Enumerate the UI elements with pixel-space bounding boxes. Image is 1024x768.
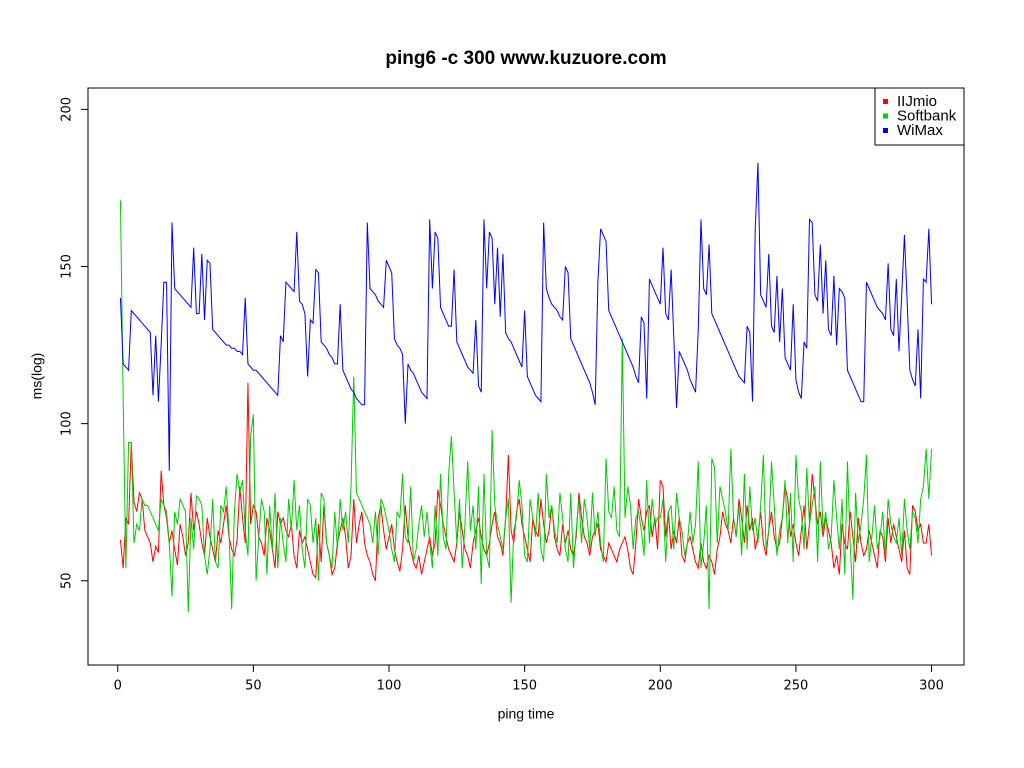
legend-label: WiMax (897, 122, 943, 139)
x-tick-label: 50 (245, 679, 262, 694)
x-tick-label: 250 (784, 679, 809, 694)
series-line (119, 162, 933, 471)
y-tick-label: 150 (60, 254, 75, 279)
x-tick-label: 150 (512, 679, 537, 694)
series-line (119, 200, 933, 613)
chart-title: ping6 -c 300 www.kuzuore.com (385, 48, 666, 69)
legend-box (874, 87, 965, 146)
y-tick-label: 50 (60, 573, 75, 590)
y-tick-label: 100 (60, 411, 75, 436)
legend-marker (883, 128, 888, 133)
y-axis-label: ms(log) (29, 353, 45, 400)
legend-label: Softbank (897, 107, 957, 124)
x-tick-label: 300 (919, 679, 944, 694)
legend-label: IIJmio (897, 93, 937, 110)
x-tick-label: 100 (377, 679, 402, 694)
x-tick-label: 0 (114, 679, 122, 694)
legend-marker (883, 99, 888, 104)
y-tick-label: 200 (60, 97, 75, 122)
x-axis-label: ping time (498, 706, 555, 722)
series-line (119, 382, 933, 581)
x-tick-label: 200 (648, 679, 673, 694)
legend-marker (883, 113, 888, 119)
plot-frame (87, 87, 965, 666)
